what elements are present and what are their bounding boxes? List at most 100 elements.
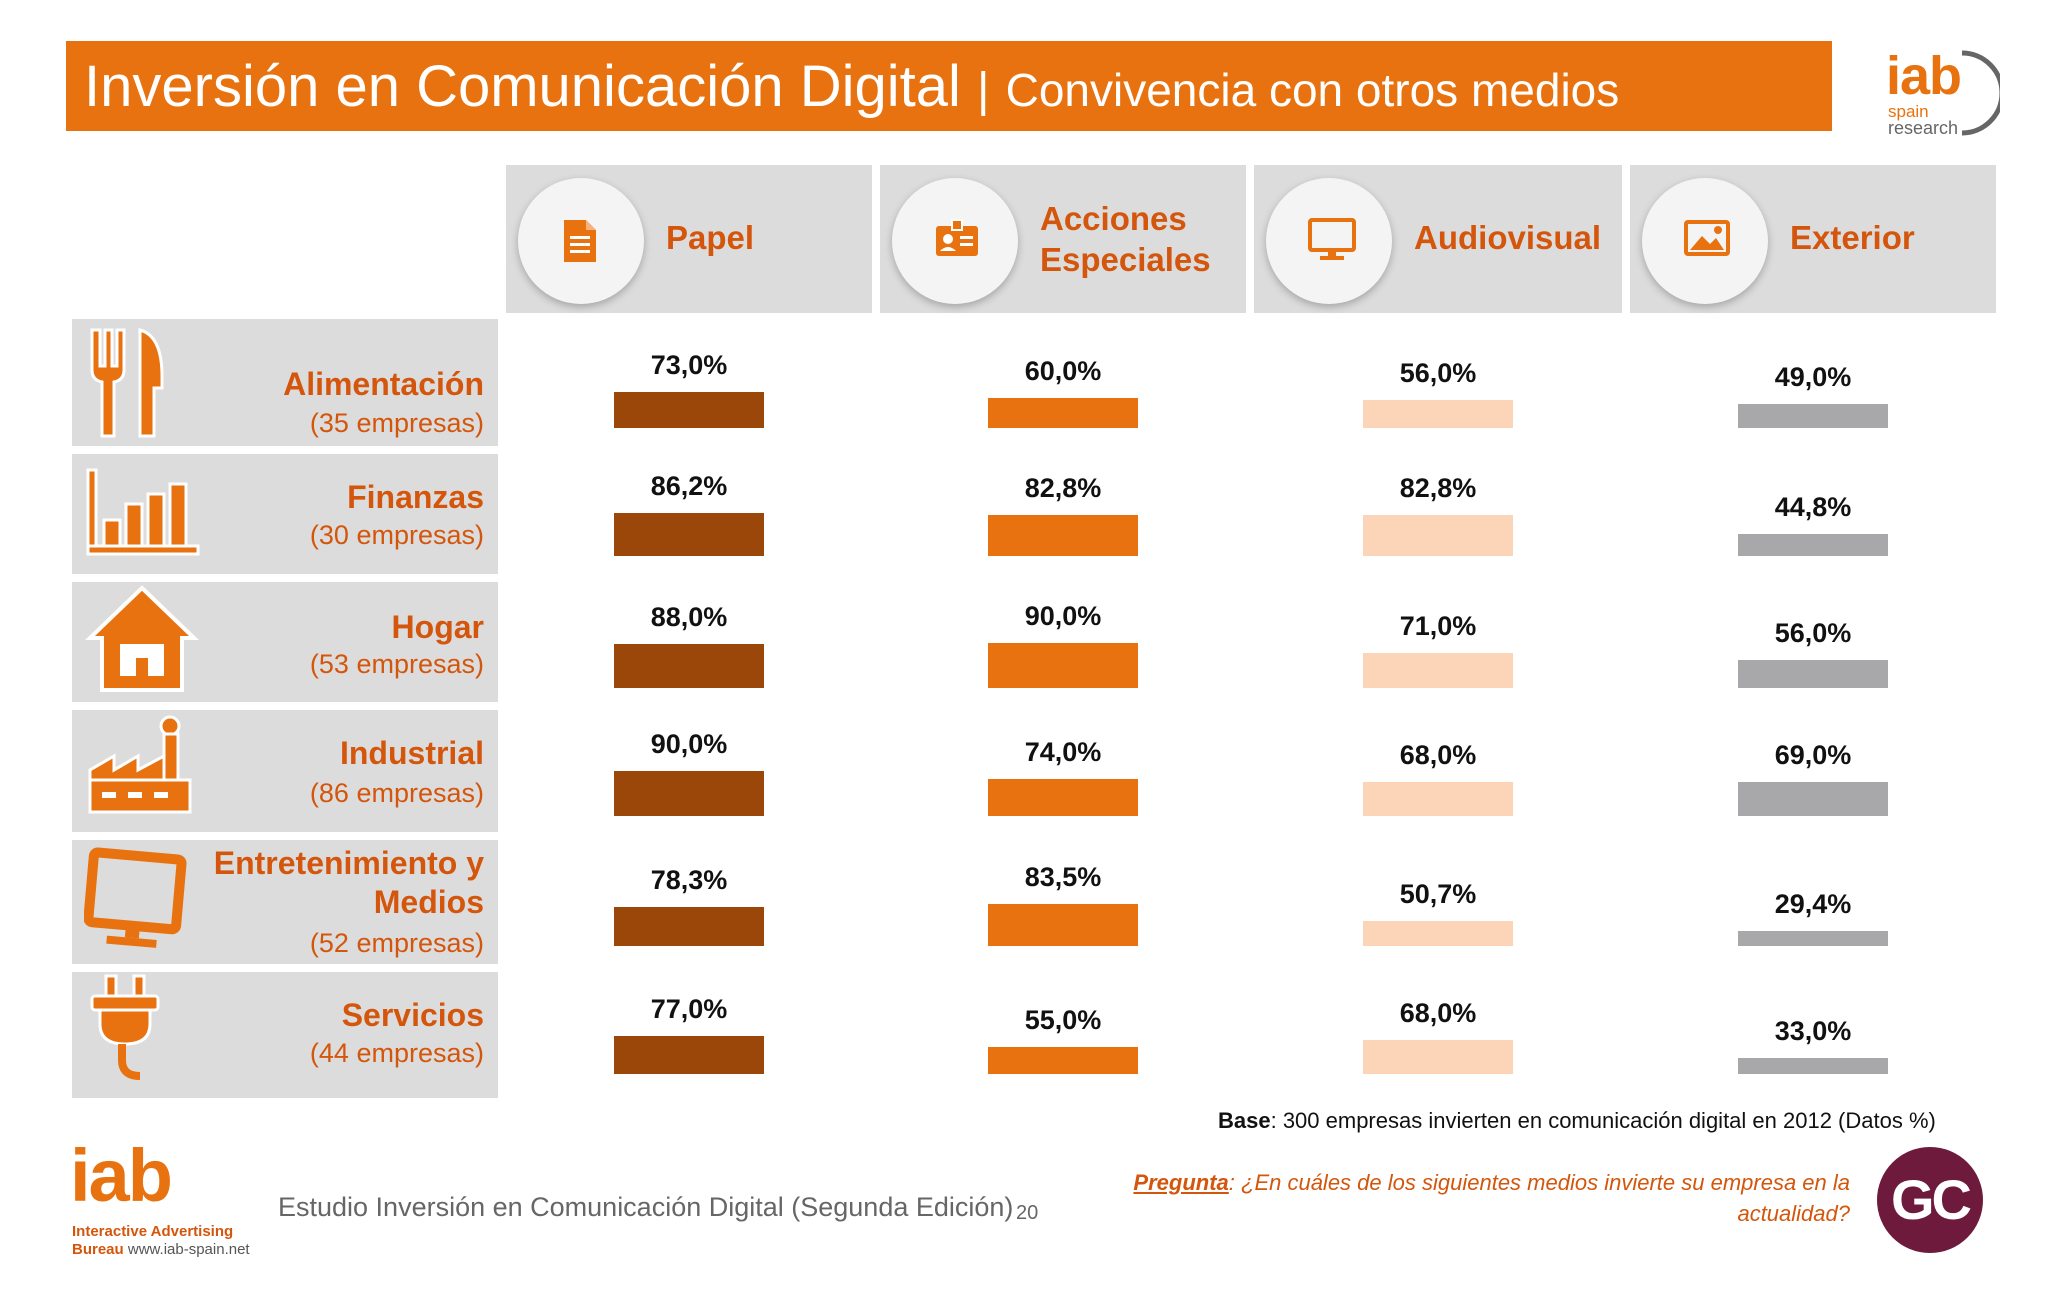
row-label: Servicios [341, 997, 484, 1033]
plug-icon [90, 974, 160, 1080]
column-header-audiovisual: Audiovisual [1254, 165, 1622, 313]
base-label: Base [1218, 1108, 1271, 1133]
question-text: : ¿En cuáles de los siguientes medios in… [1228, 1170, 1850, 1226]
data-label: 71,0% [1399, 610, 1477, 641]
question-note: Pregunta: ¿En cuáles de los siguientes m… [1100, 1167, 1850, 1229]
data-label: 83,5% [1024, 862, 1102, 893]
column-label-line1: Acciones [1040, 200, 1187, 237]
bar [614, 771, 764, 816]
bar [988, 904, 1138, 946]
data-label: 29,4% [1774, 889, 1852, 920]
column-label: Exterior [1790, 219, 1915, 256]
bar [1363, 514, 1513, 556]
logo-line2: Bureau www.iab-spain.net [72, 1241, 250, 1258]
column-icon-circle [892, 178, 1018, 304]
bar [1738, 781, 1888, 816]
logo-research-text: research [1888, 118, 1959, 138]
row-count: (86 empresas) [309, 778, 484, 808]
bar [988, 398, 1138, 428]
row-label: Industrial [339, 735, 484, 771]
bar [988, 643, 1138, 688]
row-header-industrial: Industrial (86 empresas) [72, 710, 498, 832]
row-header-alimentacion: Alimentación (35 empresas) [72, 319, 498, 446]
bar [614, 391, 764, 428]
column-header-exterior: Exterior [1630, 165, 1996, 313]
column-label: Audiovisual [1414, 219, 1602, 256]
title-separator: | [977, 64, 990, 117]
gc-badge: GC [1877, 1147, 1983, 1253]
bar [1363, 652, 1513, 688]
logo-spain-text: spain [1888, 102, 1929, 121]
logo-iab-text: iab [1886, 46, 1962, 106]
bar [614, 644, 764, 688]
row-header-servicios: Servicios (44 empresas) [72, 972, 498, 1098]
bar-chart-icon [86, 468, 200, 556]
column-header-papel: Papel [506, 165, 872, 313]
data-label: 88,0% [650, 602, 728, 632]
title-main: Inversión en Comunicación Digital [84, 54, 961, 119]
column-header-acciones-especiales: Acciones Especiales [880, 165, 1246, 313]
iab-spain-research-logo: iab spain research [1880, 45, 2000, 145]
data-label: 69,0% [1774, 739, 1852, 770]
row-header-entretenimiento: Entretenimiento y Medios (52 empresas) [72, 840, 498, 964]
data-label: 86,2% [650, 470, 728, 501]
row-count: (52 empresas) [309, 928, 484, 958]
bar [988, 1046, 1138, 1074]
study-title: Estudio Inversión en Comunicación Digita… [278, 1192, 1014, 1222]
data-label: 50,7% [1399, 878, 1477, 909]
bar [1363, 400, 1513, 428]
row-label-line2: Medios [373, 884, 484, 920]
row-count: (35 empresas) [309, 408, 484, 438]
bar [1363, 782, 1513, 816]
column-label: Acciones Especiales [1040, 198, 1211, 280]
bar [1738, 931, 1888, 946]
monitor-icon [1308, 218, 1356, 260]
row-count: (30 empresas) [309, 520, 484, 550]
fork-knife-icon [90, 328, 164, 438]
column-icon-circle [518, 178, 644, 304]
logo-line2-url: www.iab-spain.net [123, 1241, 250, 1258]
page-title: Inversión en Comunicación Digital | Conv… [84, 52, 1619, 126]
title-subtitle: Convivencia con otros medios [1005, 64, 1620, 116]
tv-icon [84, 847, 187, 948]
bar [614, 906, 764, 946]
row-header-hogar: Hogar (53 empresas) [72, 582, 498, 702]
row-header-finanzas: Finanzas (30 empresas) [72, 454, 498, 574]
base-text: : 300 empresas invierten en comunicación… [1270, 1108, 1936, 1133]
bar [1363, 1040, 1513, 1074]
factory-icon [88, 715, 192, 814]
data-label: 60,0% [1024, 356, 1102, 386]
column-icon-circle [1642, 178, 1768, 304]
bar [1738, 1057, 1888, 1074]
logo-iab-text: iab [70, 1134, 173, 1217]
data-label: 68,0% [1399, 740, 1477, 770]
bar [1738, 533, 1888, 556]
row-label: Alimentación [283, 366, 484, 402]
bar [614, 1035, 764, 1074]
iab-logo-bottom: iab Interactive Advertising Bureau www.i… [70, 1134, 300, 1263]
row-label: Entretenimiento y Medios [214, 844, 484, 922]
data-label: 78,3% [650, 864, 728, 895]
data-label: 33,0% [1774, 1015, 1852, 1046]
bar [988, 514, 1138, 556]
id-badge-icon [936, 219, 978, 256]
base-note: Base: 300 empresas invierten en comunica… [1218, 1108, 1936, 1134]
bar [1738, 403, 1888, 428]
column-label: Papel [666, 219, 755, 256]
data-label: 90,0% [650, 729, 728, 759]
page-number: 20 [1016, 1202, 1039, 1224]
row-label: Finanzas [347, 479, 484, 515]
logo-line1: Interactive Advertising [72, 1223, 234, 1240]
bar [1738, 660, 1888, 688]
column-icon-circle [1266, 178, 1392, 304]
logo-line2-bureau: Bureau [72, 1241, 124, 1258]
data-label: 56,0% [1774, 618, 1852, 648]
data-label: 73,0% [650, 349, 728, 380]
row-count: (44 empresas) [309, 1038, 484, 1068]
data-label: 82,8% [1024, 472, 1102, 503]
data-label: 90,0% [1024, 601, 1102, 631]
row-label: Hogar [391, 609, 484, 645]
image-icon [1684, 220, 1730, 256]
bar [988, 779, 1138, 816]
data-label: 74,0% [1024, 737, 1102, 767]
